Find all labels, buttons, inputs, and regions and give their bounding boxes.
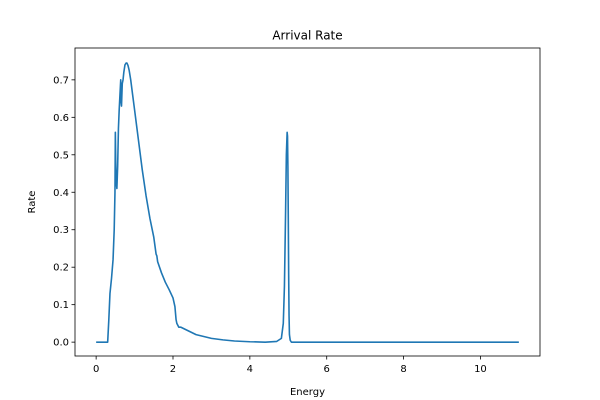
plot-area bbox=[96, 62, 519, 343]
x-tick-label: 4 bbox=[247, 364, 253, 375]
x-tick-label: 10 bbox=[474, 364, 487, 375]
y-tick-label: 0.6 bbox=[53, 113, 69, 124]
y-tick-label: 0.3 bbox=[53, 225, 69, 236]
y-tick-label: 0.0 bbox=[53, 338, 69, 349]
chart-title: Arrival Rate bbox=[272, 29, 342, 43]
y-axis-ticks: 0.0 0.1 0.2 0.3 0.4 0.5 0.6 0.7 bbox=[53, 75, 75, 349]
x-tick-label: 8 bbox=[400, 364, 406, 375]
axes-frame bbox=[74, 47, 541, 357]
x-tick-label: 0 bbox=[93, 364, 99, 375]
x-axis-ticks: 0 2 4 6 8 10 bbox=[93, 356, 487, 375]
y-tick-label: 0.4 bbox=[53, 188, 69, 199]
series-line bbox=[96, 62, 519, 343]
y-tick-label: 0.7 bbox=[53, 75, 69, 86]
x-tick-label: 6 bbox=[324, 364, 330, 375]
x-tick-label: 2 bbox=[170, 364, 176, 375]
y-tick-label: 0.1 bbox=[53, 300, 69, 311]
x-axis-label: Energy bbox=[290, 387, 325, 398]
y-axis-label: Rate bbox=[27, 191, 38, 214]
y-tick-label: 0.2 bbox=[53, 263, 69, 274]
y-tick-label: 0.5 bbox=[53, 150, 69, 161]
